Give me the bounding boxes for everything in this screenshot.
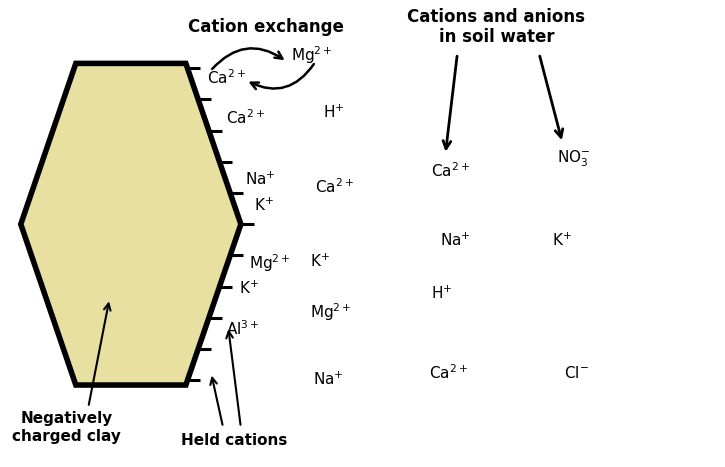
Text: Ca$^{2+}$: Ca$^{2+}$ (226, 109, 265, 127)
Text: Ca$^{2+}$: Ca$^{2+}$ (315, 178, 355, 197)
Text: Cation exchange: Cation exchange (188, 18, 344, 36)
Polygon shape (21, 64, 241, 385)
Text: K$^{+}$: K$^{+}$ (310, 253, 331, 270)
Text: Na$^{+}$: Na$^{+}$ (439, 232, 471, 249)
Text: Na$^{+}$: Na$^{+}$ (313, 371, 344, 389)
Text: NO$_3^{-}$: NO$_3^{-}$ (557, 149, 590, 170)
Text: Mg$^{2+}$: Mg$^{2+}$ (249, 252, 291, 274)
Text: H$^{+}$: H$^{+}$ (431, 285, 452, 303)
Text: Cations and anions
in soil water: Cations and anions in soil water (407, 7, 585, 46)
Text: Ca$^{2+}$: Ca$^{2+}$ (429, 363, 468, 382)
Text: Cl$^{-}$: Cl$^{-}$ (564, 365, 589, 381)
Text: Na$^{+}$: Na$^{+}$ (245, 170, 276, 188)
Text: Mg$^{2+}$: Mg$^{2+}$ (310, 302, 352, 323)
Text: Al$^{3+}$: Al$^{3+}$ (226, 319, 260, 338)
Text: K$^{+}$: K$^{+}$ (254, 196, 274, 213)
Text: Ca$^{2+}$: Ca$^{2+}$ (207, 69, 246, 87)
Text: K$^{+}$: K$^{+}$ (552, 232, 572, 249)
Text: Ca$^{2+}$: Ca$^{2+}$ (431, 162, 470, 180)
Text: Held cations: Held cations (181, 432, 287, 447)
Text: K$^{+}$: K$^{+}$ (239, 280, 259, 297)
Text: H$^{+}$: H$^{+}$ (323, 104, 344, 121)
Text: Negatively
charged clay: Negatively charged clay (12, 411, 121, 444)
Text: Mg$^{2+}$: Mg$^{2+}$ (291, 44, 332, 66)
